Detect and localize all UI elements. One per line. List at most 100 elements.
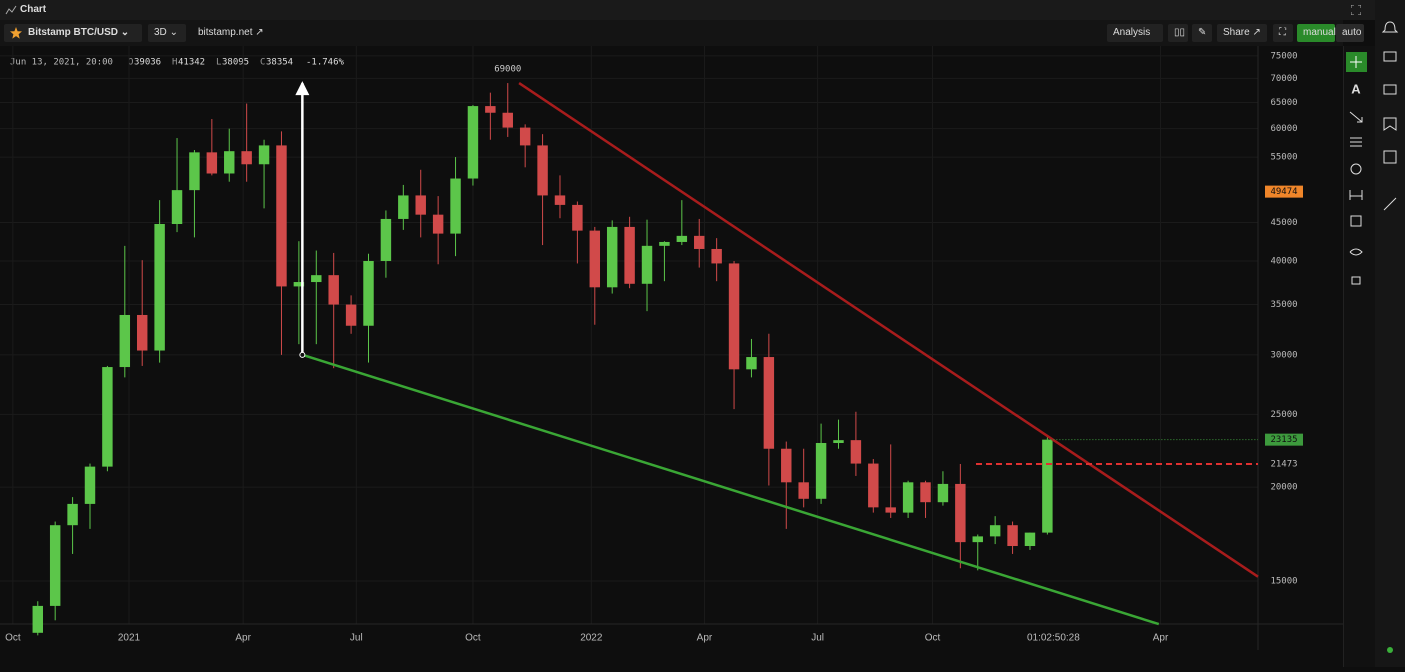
candle-body bbox=[746, 357, 757, 370]
candle-body bbox=[380, 218, 392, 261]
y-tick-label: 30000 bbox=[1270, 350, 1297, 360]
candle-body bbox=[258, 145, 270, 165]
candle-body bbox=[711, 248, 722, 264]
fullscreen-button[interactable]: ⛶ bbox=[1273, 24, 1293, 42]
candle-body bbox=[920, 482, 931, 503]
candle-body bbox=[554, 195, 566, 205]
draw-button[interactable]: ✎ bbox=[1192, 24, 1212, 42]
x-tick-label: 2022 bbox=[580, 633, 603, 644]
legend-value: 38095 bbox=[222, 58, 249, 68]
profile[interactable] bbox=[1383, 150, 1397, 164]
candle-body bbox=[641, 245, 653, 284]
candle-type-button[interactable]: ▯▯ bbox=[1168, 24, 1188, 42]
share-button[interactable]: Share ↗ bbox=[1217, 24, 1267, 42]
watchlist[interactable] bbox=[1383, 117, 1397, 131]
candle-body bbox=[937, 483, 949, 503]
y-tick-label: 55000 bbox=[1270, 153, 1297, 163]
mode-manual[interactable]: manual bbox=[1297, 24, 1336, 42]
price-tag-label: 49474 bbox=[1270, 187, 1297, 197]
tool-range[interactable] bbox=[1349, 190, 1363, 200]
candle-body bbox=[868, 463, 879, 508]
candle-body bbox=[328, 275, 339, 305]
y-tick-label: 40000 bbox=[1270, 256, 1297, 266]
y-tick-label: 35000 bbox=[1270, 300, 1297, 310]
candle-body bbox=[485, 106, 496, 113]
candle-body bbox=[815, 442, 827, 499]
tool-text[interactable]: A bbox=[1351, 81, 1361, 96]
notifications[interactable] bbox=[1381, 21, 1399, 33]
chat[interactable] bbox=[1383, 51, 1397, 62]
y-tick-label: 20000 bbox=[1270, 483, 1297, 493]
trend-line bbox=[301, 353, 1160, 626]
y-tick-label: 45000 bbox=[1270, 218, 1297, 228]
candle-body bbox=[206, 152, 218, 174]
candle-body bbox=[415, 195, 426, 215]
source: bitstamp.net bbox=[198, 27, 253, 38]
ohlc-legend: Jun 13, 2021, 20:00 O 39036 H 41342 L 38095 C 3… bbox=[10, 58, 345, 68]
analysis-menu[interactable]: Analysis ⌄ bbox=[1107, 24, 1163, 56]
trend-line bbox=[518, 82, 1259, 578]
interval: 3D bbox=[154, 27, 167, 38]
candle-body bbox=[606, 226, 618, 288]
x-tick-label: Oct bbox=[5, 633, 21, 644]
legend-key: C bbox=[260, 58, 265, 68]
interval-selector[interactable]: 3D ⌄ bbox=[148, 24, 186, 42]
candle-body bbox=[989, 525, 1001, 537]
tool-arrow[interactable] bbox=[1349, 111, 1363, 123]
y-tick-label: 60000 bbox=[1270, 124, 1297, 134]
candle-body bbox=[572, 204, 583, 231]
candle-body bbox=[763, 357, 775, 449]
candle-body bbox=[293, 282, 305, 287]
mode-auto[interactable]: auto bbox=[1336, 24, 1364, 42]
symbol-selector[interactable]: Bitstamp BTC/USD ⌄ bbox=[4, 24, 142, 42]
y-tick-label: 70000 bbox=[1270, 74, 1297, 84]
candle-body bbox=[624, 226, 635, 284]
candle-body bbox=[833, 440, 844, 443]
candle-body bbox=[972, 536, 983, 543]
legend-date: Jun 13, 2021, 20:00 bbox=[10, 58, 113, 68]
tool-circle[interactable] bbox=[1350, 163, 1362, 175]
candle-body bbox=[902, 482, 914, 513]
tool-rect[interactable] bbox=[1350, 215, 1362, 227]
candle-body bbox=[345, 304, 357, 326]
star-icon bbox=[10, 27, 22, 39]
legend-value: 41342 bbox=[178, 58, 205, 68]
candle-body bbox=[694, 235, 705, 249]
y-tick-label: 25000 bbox=[1270, 410, 1297, 420]
candle-body bbox=[659, 241, 670, 246]
handle bbox=[299, 351, 306, 358]
x-tick-label: Apr bbox=[697, 633, 713, 644]
candle-body bbox=[311, 275, 322, 283]
status-dot bbox=[1387, 647, 1393, 653]
candle-body bbox=[363, 260, 374, 326]
candle-body bbox=[32, 605, 43, 633]
tool-lock[interactable] bbox=[1351, 276, 1361, 285]
legend-key: O bbox=[128, 58, 133, 68]
expand-icon[interactable] bbox=[1351, 5, 1361, 15]
price-tag-label: 21473 bbox=[1270, 459, 1297, 469]
candle-body bbox=[224, 151, 235, 174]
tool-lines[interactable] bbox=[1350, 137, 1362, 147]
source-link[interactable]: bitstamp.net ↗ bbox=[198, 27, 264, 38]
x-tick-label: Apr bbox=[235, 633, 251, 644]
chart-bg bbox=[0, 46, 1343, 667]
trade[interactable] bbox=[1383, 197, 1397, 211]
candle-body bbox=[398, 195, 409, 219]
terminal[interactable] bbox=[1383, 84, 1397, 95]
candle-body bbox=[781, 448, 792, 483]
candle-body bbox=[136, 314, 148, 351]
legend-change: -1.746% bbox=[306, 58, 345, 68]
candle-body bbox=[171, 190, 183, 225]
window-title: Chart bbox=[20, 4, 47, 15]
candle-body bbox=[850, 440, 862, 464]
candle-body bbox=[84, 466, 96, 504]
candle-body bbox=[450, 178, 461, 234]
chart-icon bbox=[5, 5, 17, 15]
candle-body bbox=[119, 314, 131, 368]
tool-visibility[interactable] bbox=[1349, 248, 1363, 256]
candle-body bbox=[502, 112, 513, 128]
candle-countdown: 01:02:50:28 bbox=[1027, 633, 1080, 644]
candle-body bbox=[885, 507, 896, 513]
candle-body bbox=[537, 145, 548, 196]
